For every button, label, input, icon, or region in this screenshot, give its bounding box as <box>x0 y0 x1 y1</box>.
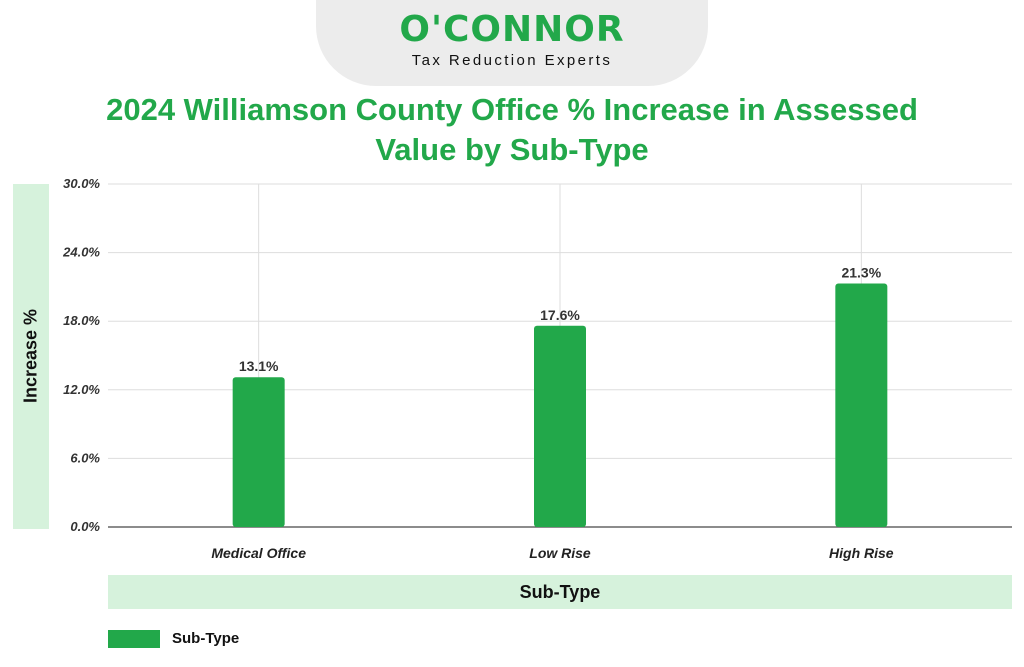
logo-banner: O'CONNOR Tax Reduction Experts <box>316 0 708 86</box>
y-tick-label: 24.0% <box>62 245 100 260</box>
data-label: 13.1% <box>239 358 279 374</box>
x-tick-label: High Rise <box>829 545 894 561</box>
bar <box>534 325 586 527</box>
legend-swatch <box>108 630 160 648</box>
x-tick-label: Medical Office <box>211 545 306 561</box>
logo-tagline: Tax Reduction Experts <box>411 52 613 69</box>
logo-wordmark: O'CONNOR <box>399 9 625 50</box>
x-axis-label-band <box>108 575 1012 609</box>
bar <box>232 377 285 527</box>
data-label: 17.6% <box>540 307 580 323</box>
chart-title: 2024 Williamson County Office % Increase… <box>106 92 918 167</box>
x-tick-label: Low Rise <box>529 545 591 561</box>
y-axis-label-band <box>13 184 49 529</box>
legend-label: Sub-Type <box>172 630 240 647</box>
y-tick-label: 6.0% <box>70 450 100 465</box>
data-label: 21.3% <box>841 264 881 280</box>
y-tick-label: 30.0% <box>63 176 100 191</box>
x-axis-label: Sub-Type <box>519 582 601 602</box>
y-tick-label: 12.0% <box>63 382 100 397</box>
bar <box>835 283 888 527</box>
y-tick-label: 18.0% <box>63 313 100 328</box>
y-tick-label: 0.0% <box>70 519 100 534</box>
